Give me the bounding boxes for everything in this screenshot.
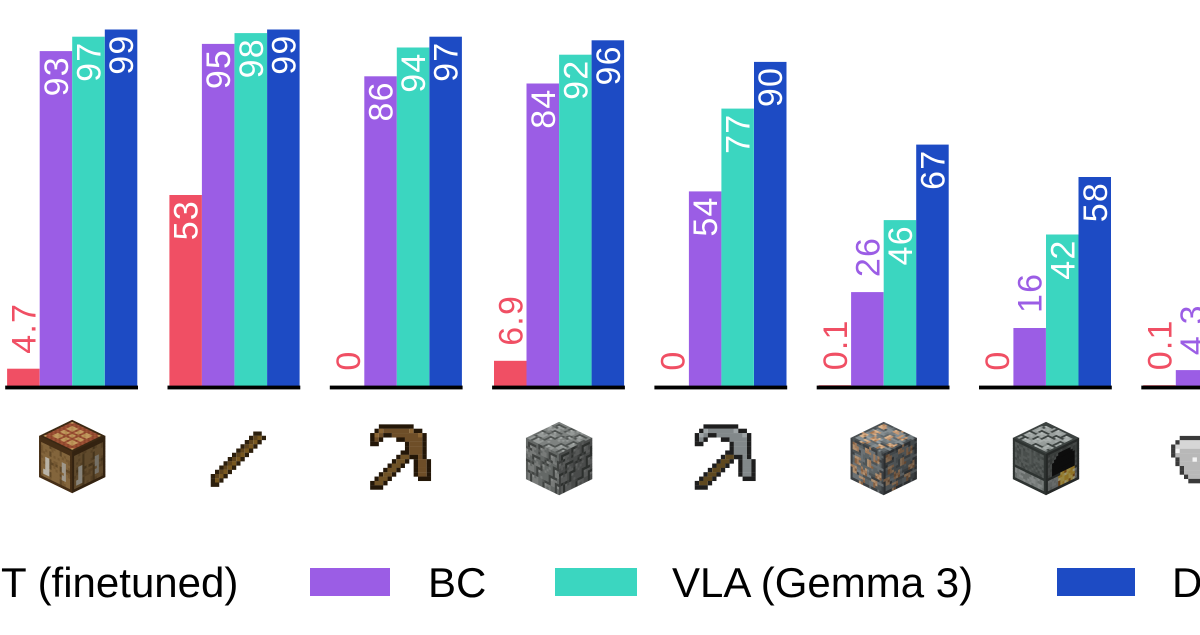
svg-text:T (finetuned): T (finetuned)	[1, 559, 238, 606]
svg-text:16: 16	[1012, 273, 1050, 313]
svg-text:0: 0	[330, 350, 368, 370]
svg-text:96: 96	[590, 45, 628, 85]
svg-text:VLA (Gemma 3): VLA (Gemma 3)	[672, 559, 973, 606]
svg-text:0: 0	[979, 350, 1017, 370]
svg-text:6.9: 6.9	[492, 295, 530, 346]
svg-text:99: 99	[103, 35, 141, 75]
svg-text:98: 98	[233, 38, 271, 78]
svg-text:26: 26	[849, 237, 887, 277]
svg-text:94: 94	[395, 53, 433, 93]
svg-text:0.1: 0.1	[1142, 319, 1180, 370]
svg-text:86: 86	[363, 81, 401, 121]
svg-text:99: 99	[265, 35, 303, 75]
svg-text:95: 95	[200, 49, 238, 89]
svg-text:0.1: 0.1	[817, 319, 855, 370]
svg-text:93: 93	[38, 56, 76, 96]
svg-text:77: 77	[720, 114, 758, 154]
svg-text:42: 42	[1044, 240, 1082, 280]
svg-text:D: D	[1172, 559, 1200, 606]
svg-text:BC: BC	[428, 559, 486, 606]
svg-text:53: 53	[168, 200, 206, 240]
svg-text:4.3: 4.3	[1174, 304, 1200, 355]
svg-text:58: 58	[1077, 182, 1115, 222]
svg-text:97: 97	[71, 42, 109, 82]
svg-text:92: 92	[557, 60, 595, 100]
svg-text:84: 84	[525, 89, 563, 129]
svg-text:90: 90	[752, 67, 790, 107]
svg-text:0: 0	[655, 350, 693, 370]
svg-text:54: 54	[687, 196, 725, 236]
svg-text:67: 67	[915, 150, 953, 190]
svg-text:97: 97	[428, 42, 466, 82]
svg-text:46: 46	[882, 225, 920, 265]
svg-text:4.7: 4.7	[5, 303, 43, 354]
